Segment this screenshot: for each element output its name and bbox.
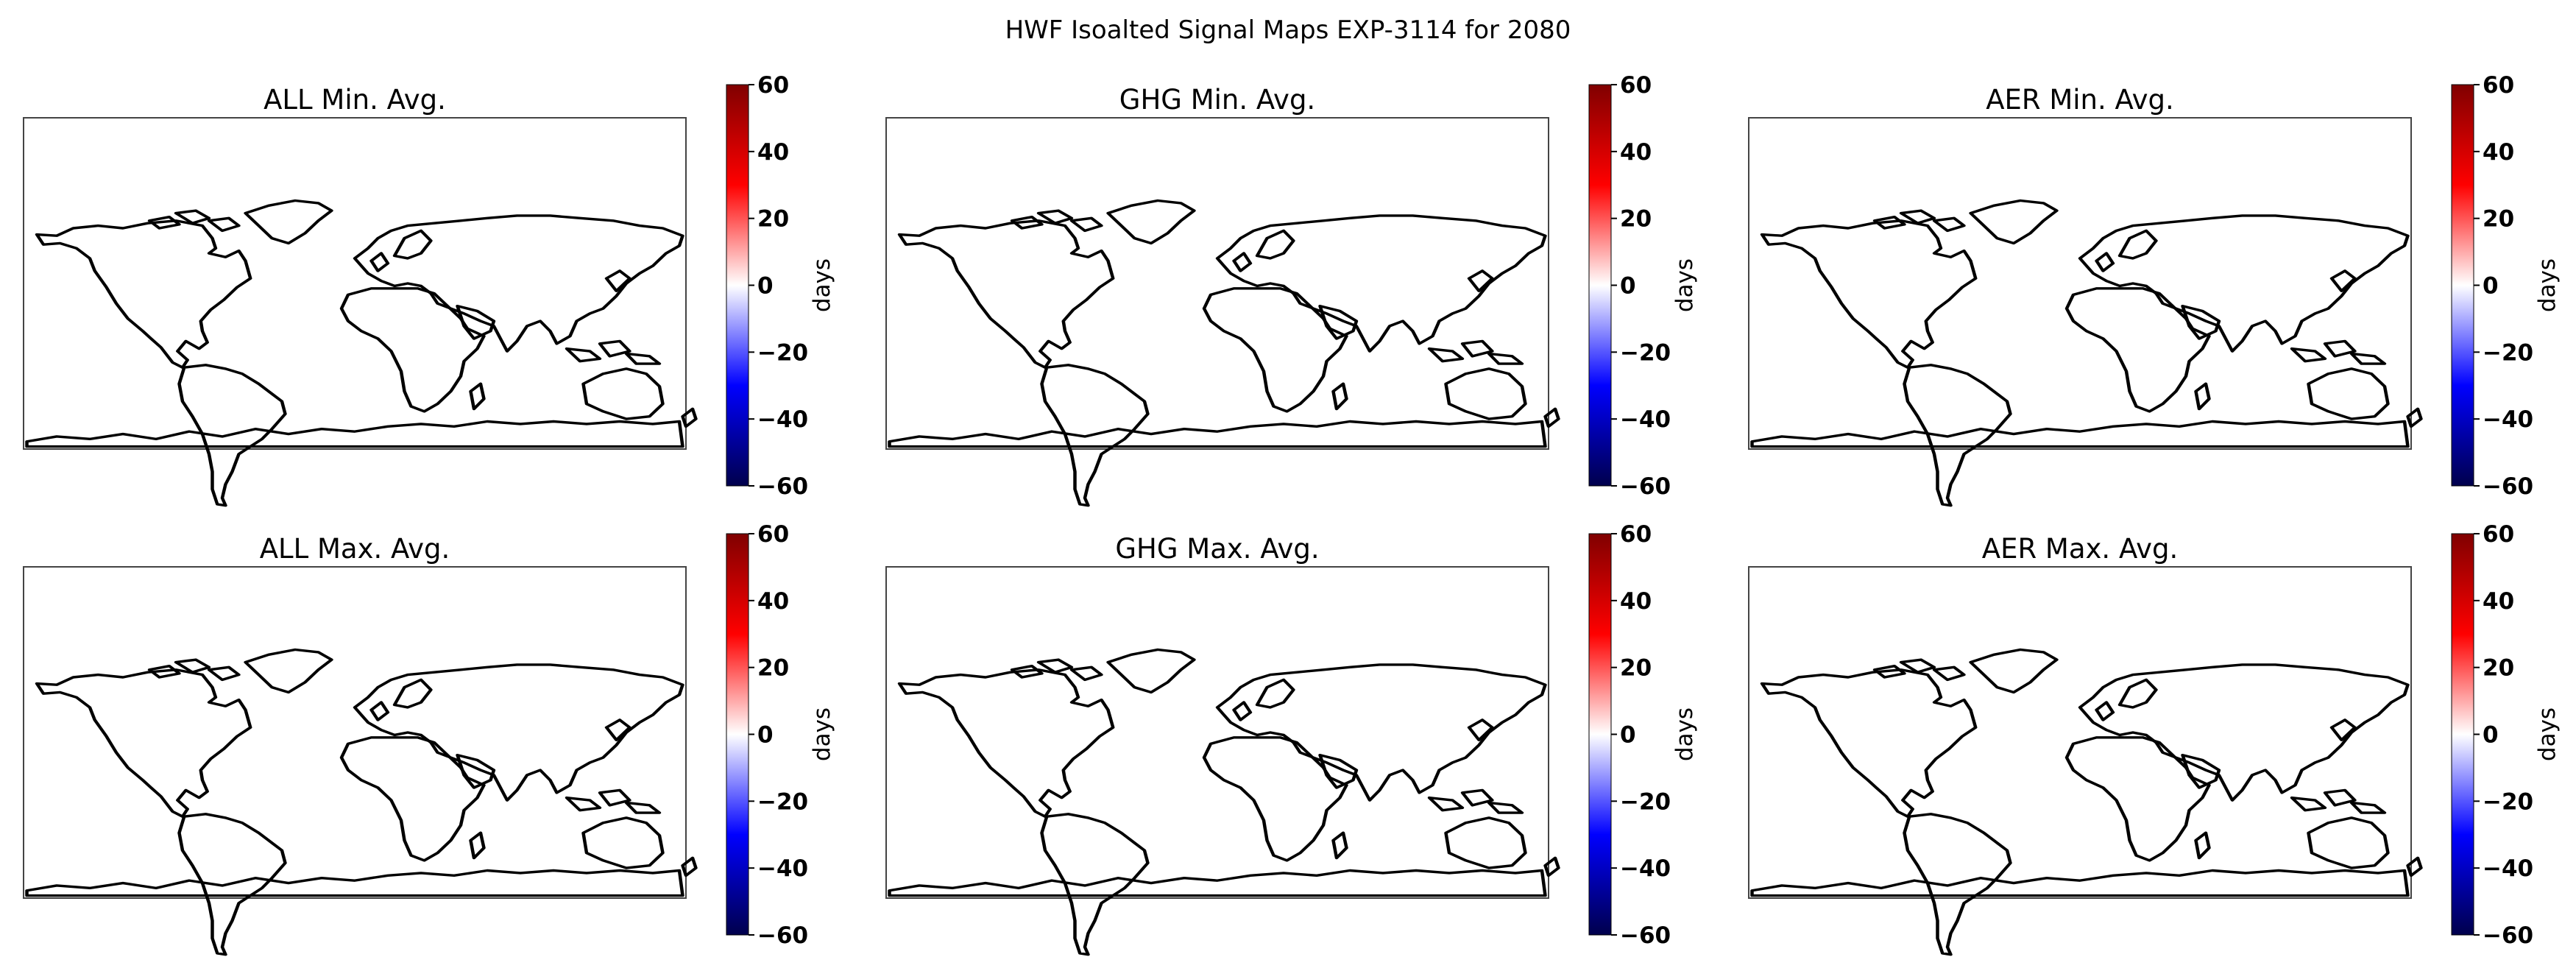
- colorbar-label: days: [1671, 258, 1698, 312]
- colorbar-tick-label: 0: [2483, 273, 2499, 300]
- colorbar-tick-label: 20: [1620, 206, 1652, 233]
- map-panel: GHG Max. Avg. 60 40 20 0 −20 −40 −60 days: [885, 521, 1698, 955]
- map-panel: ALL Min. Avg. 60 40 20 0 −20 −40 −60 days: [23, 72, 835, 506]
- colorbar-tick-label: 0: [1620, 722, 1636, 749]
- colorbar-tick-label: 0: [2483, 722, 2499, 749]
- colorbar: [2451, 84, 2474, 487]
- map-panel: AER Min. Avg. 60 40 20 0 −20 −40 −60 days: [1748, 72, 2561, 506]
- colorbar-tick-label: 40: [757, 139, 789, 166]
- colorbar-tick-label: −60: [2483, 922, 2533, 949]
- colorbar-tick-label: −40: [1620, 855, 1671, 882]
- colorbar-tick-label: −20: [1620, 788, 1671, 815]
- colorbar-tick-label: 60: [757, 72, 789, 99]
- colorbar-label: days: [2534, 258, 2561, 312]
- colorbar: [1588, 84, 1612, 487]
- colorbar-tick-label: −20: [2483, 339, 2533, 366]
- map-frame: [885, 117, 1549, 450]
- map-frame: [885, 566, 1549, 899]
- colorbar-label: days: [809, 258, 835, 312]
- colorbar-tick-label: 20: [2483, 206, 2514, 233]
- map-panel: GHG Min. Avg. 60 40 20 0 −20 −40 −60 days: [885, 72, 1698, 506]
- map-panel: ALL Max. Avg. 60 40 20 0 −20 −40 −60 days: [23, 521, 835, 955]
- colorbar-tick-label: −40: [1620, 406, 1671, 433]
- panel-title: GHG Min. Avg.: [1119, 84, 1315, 116]
- colorbar-tick-label: −60: [2483, 473, 2533, 500]
- colorbar-tick-label: 60: [1620, 72, 1652, 99]
- colorbar: [726, 84, 749, 487]
- colorbar-tick-label: 0: [757, 273, 774, 300]
- panel-title: GHG Max. Avg.: [1115, 533, 1319, 565]
- colorbar-tick-label: 40: [1620, 139, 1652, 166]
- panel-title: ALL Min. Avg.: [263, 84, 446, 116]
- map-frame: [1748, 566, 2412, 899]
- map-frame: [23, 566, 687, 899]
- colorbar-tick-label: −40: [757, 855, 808, 882]
- figure-title: HWF Isoalted Signal Maps EXP-3114 for 20…: [1005, 15, 1571, 45]
- colorbar-label: days: [809, 707, 835, 761]
- colorbar: [726, 533, 749, 936]
- colorbar-tick-label: −20: [2483, 788, 2533, 815]
- colorbar-tick-label: −20: [757, 788, 808, 815]
- colorbar-tick-label: −60: [1620, 922, 1671, 949]
- colorbar-tick-label: 20: [757, 655, 789, 682]
- colorbar-tick-label: 60: [757, 521, 789, 548]
- colorbar-label: days: [1671, 707, 1698, 761]
- colorbar-tick-label: 40: [2483, 588, 2514, 615]
- panel-title: AER Min. Avg.: [1986, 84, 2174, 116]
- panel-title: AER Max. Avg.: [1982, 533, 2178, 565]
- colorbar-tick-label: −40: [757, 406, 808, 433]
- colorbar-tick-label: −40: [2483, 855, 2533, 882]
- colorbar-tick-label: −60: [757, 473, 808, 500]
- colorbar-tick-label: 20: [757, 206, 789, 233]
- colorbar-tick-label: 60: [1620, 521, 1652, 548]
- colorbar-tick-label: 0: [1620, 273, 1636, 300]
- colorbar-tick-label: −60: [1620, 473, 1671, 500]
- colorbar-tick-label: −40: [2483, 406, 2533, 433]
- colorbar-tick-label: 60: [2483, 72, 2514, 99]
- colorbar-tick-label: 60: [2483, 521, 2514, 548]
- colorbar-tick-label: −60: [757, 922, 808, 949]
- map-panel: AER Max. Avg. 60 40 20 0 −20 −40 −60 days: [1748, 521, 2561, 955]
- colorbar: [1588, 533, 1612, 936]
- colorbar-tick-label: 40: [2483, 139, 2514, 166]
- map-frame: [23, 117, 687, 450]
- colorbar: [2451, 533, 2474, 936]
- colorbar-tick-label: 20: [2483, 655, 2514, 682]
- panel-title: ALL Max. Avg.: [260, 533, 450, 565]
- colorbar-tick-label: 0: [757, 722, 774, 749]
- colorbar-tick-label: 40: [757, 588, 789, 615]
- map-frame: [1748, 117, 2412, 450]
- colorbar-label: days: [2534, 707, 2561, 761]
- colorbar-tick-label: −20: [1620, 339, 1671, 366]
- colorbar-tick-label: −20: [757, 339, 808, 366]
- colorbar-tick-label: 20: [1620, 655, 1652, 682]
- colorbar-tick-label: 40: [1620, 588, 1652, 615]
